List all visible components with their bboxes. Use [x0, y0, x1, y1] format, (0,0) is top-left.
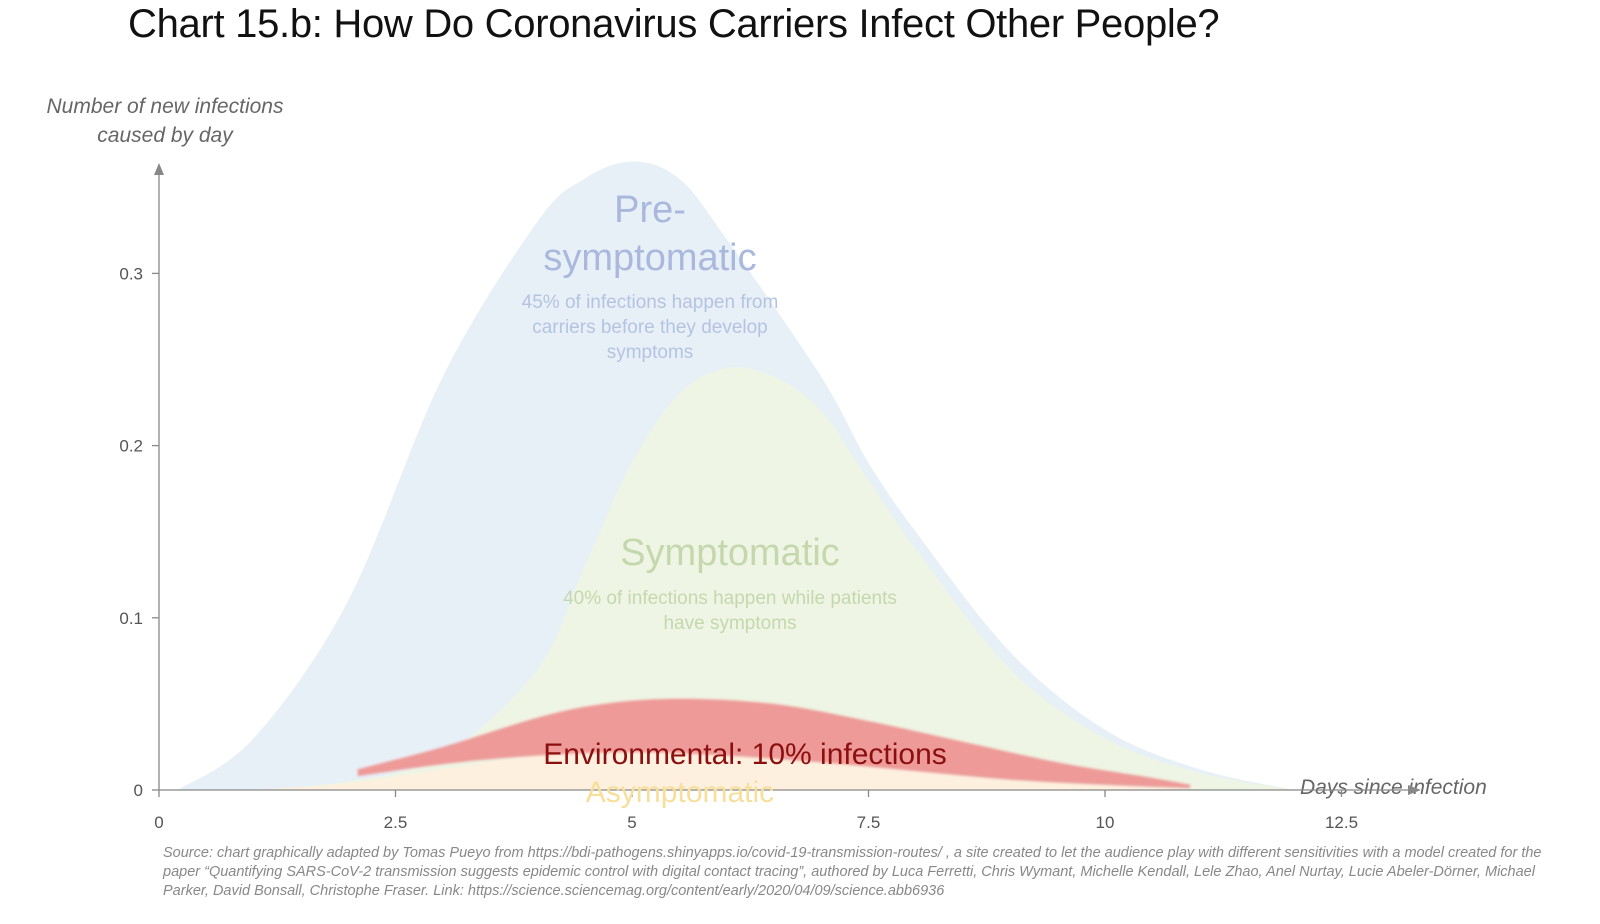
x-tick-label: 2.5: [384, 813, 408, 832]
x-axis-label: Days since infection: [1300, 776, 1487, 799]
symptomatic-area: [253, 367, 1295, 790]
pre-symptomatic-label: Pre-symptomatic: [543, 189, 757, 279]
asymptomatic-label: Asymptomatic: [585, 776, 775, 809]
y-tick-label: 0.1: [119, 609, 143, 628]
x-tick-label: 5: [627, 813, 636, 832]
y-axis-arrow: [154, 163, 164, 175]
x-axis-arrow: [1408, 785, 1421, 795]
source-note: Source: chart graphically adapted by Tom…: [163, 845, 1542, 899]
x-tick-label: 10: [1096, 813, 1115, 832]
symptomatic-label: Symptomatic: [620, 532, 840, 574]
x-tick-label: 7.5: [857, 813, 881, 832]
y-axis-label: Number of new infections caused by day: [46, 95, 284, 147]
environmental-area: [357, 698, 1191, 789]
pre-symptomatic-description: 45% of infections happen from carriers b…: [521, 292, 779, 363]
symptomatic-description: 40% of infections happen while patients …: [563, 588, 897, 634]
x-tick-label: 0: [154, 813, 163, 832]
y-tick-label: 0: [134, 781, 143, 800]
environmental-label: Environmental: 10% infections: [543, 738, 947, 771]
asymptomatic-area: [253, 752, 1200, 790]
y-tick-label: 0.3: [119, 264, 143, 283]
x-tick-label: 12.5: [1325, 813, 1358, 832]
y-tick-label: 0.2: [119, 437, 143, 456]
chart-title: Chart 15.b: How Do Coronavirus Carriers …: [128, 2, 1220, 46]
